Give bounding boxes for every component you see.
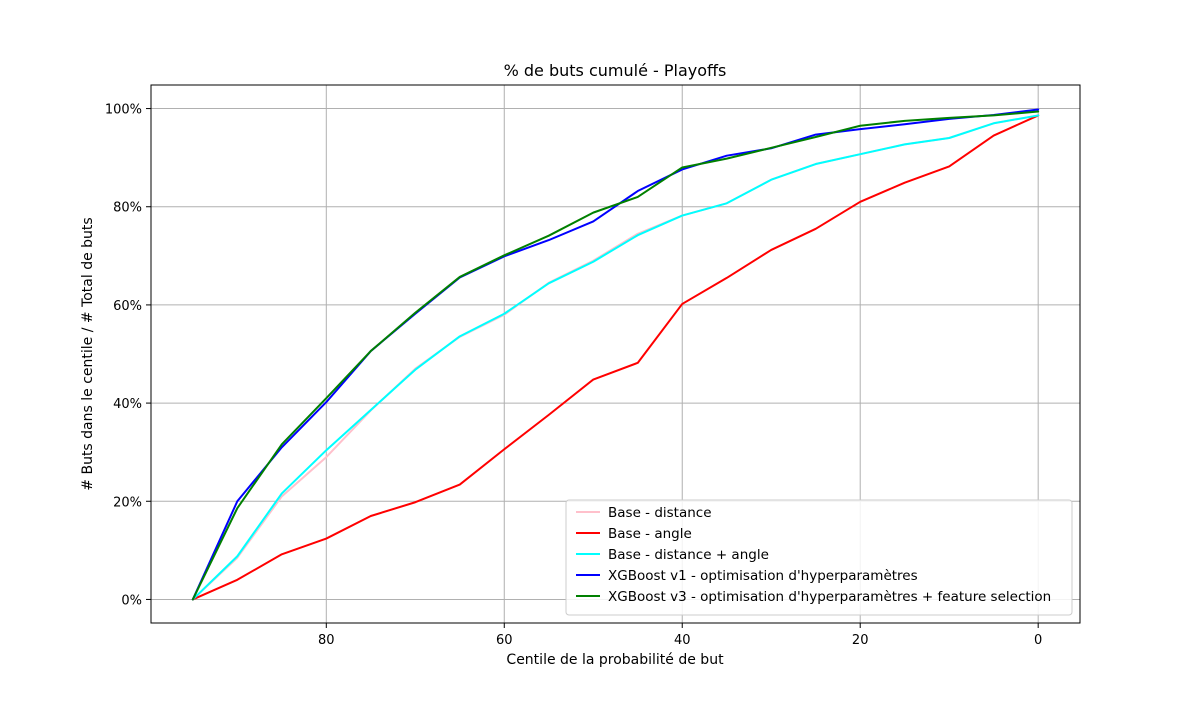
- x-axis-title: Centile de la probabilité de but: [506, 652, 724, 668]
- x-tick-label: 80: [318, 633, 335, 648]
- x-tick-label: 20: [852, 633, 869, 648]
- legend-label-4: XGBoost v1 - optimisation d'hyperparamèt…: [608, 568, 918, 584]
- x-tick-label: 60: [496, 633, 513, 648]
- legend-label-2: Base - angle: [608, 526, 692, 542]
- series-line-4: [191, 108, 1040, 601]
- series-line-2: [191, 114, 1040, 601]
- series-line-3: [191, 114, 1040, 601]
- x-tick-label: 40: [674, 633, 691, 648]
- y-tick-label: 80%: [113, 201, 142, 216]
- legend-label-3: Base - distance + angle: [608, 547, 769, 563]
- legend: Base - distance Base - angle Base - distan…: [565, 499, 1073, 616]
- plot-frame: [150, 84, 1081, 624]
- y-tick-label: 60%: [113, 299, 142, 314]
- y-tick-label: 100%: [105, 103, 142, 118]
- series-line-5: [191, 110, 1040, 601]
- axis-ticks: 80 60 40 20 0 0% 20% 40% 60% 80% 100%: [105, 103, 1042, 648]
- y-axis-title: # Buts dans le centile / # Total de buts: [80, 217, 96, 490]
- x-tick-label: 0: [1034, 633, 1042, 648]
- series-lines: [191, 108, 1040, 601]
- y-tick-label: 20%: [113, 495, 142, 510]
- legend-box: [565, 499, 1073, 616]
- legend-label-1: Base - distance: [608, 505, 712, 521]
- chart-title: % de buts cumulé - Playoffs: [504, 61, 727, 80]
- legend-label-5: XGBoost v3 - optimisation d'hyperparamèt…: [608, 589, 1051, 605]
- y-tick-label: 0%: [121, 593, 142, 608]
- y-tick-label: 40%: [113, 397, 142, 412]
